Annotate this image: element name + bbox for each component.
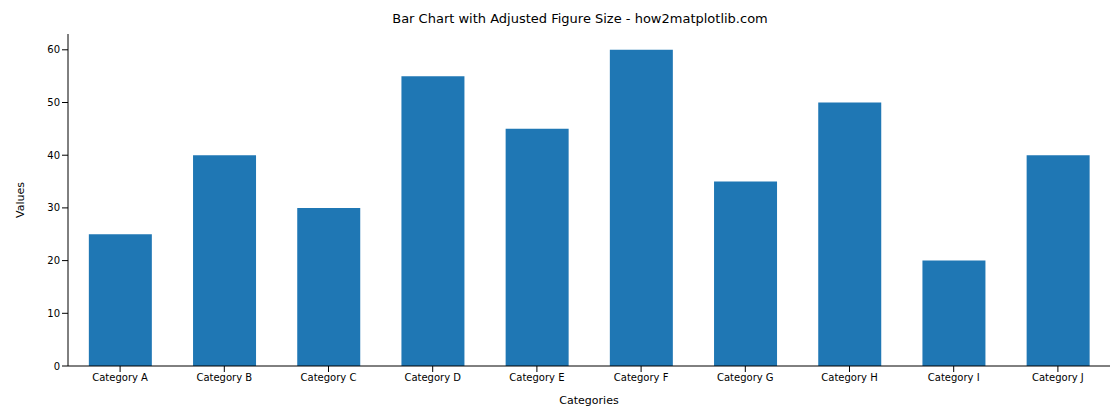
svg-text:40: 40 xyxy=(47,150,60,161)
svg-text:Category F: Category F xyxy=(614,372,669,383)
svg-text:10: 10 xyxy=(47,308,60,319)
svg-text:60: 60 xyxy=(47,44,60,55)
svg-text:Values: Values xyxy=(14,182,27,218)
svg-text:Category I: Category I xyxy=(928,372,980,383)
svg-text:20: 20 xyxy=(47,255,60,266)
svg-text:Category H: Category H xyxy=(821,372,877,383)
svg-text:Category B: Category B xyxy=(196,372,252,383)
svg-text:Categories: Categories xyxy=(559,394,619,407)
html-text:Bar Chart with Adjusted Figure: Bar Chart with Adjusted Figure Size - ho… xyxy=(392,11,768,26)
svg-text:0: 0 xyxy=(54,361,60,372)
svg-text:Category J: Category J xyxy=(1032,372,1084,383)
svg-text:Category C: Category C xyxy=(301,372,357,383)
svg-text:50: 50 xyxy=(47,97,60,108)
svg-text:Category D: Category D xyxy=(404,372,461,383)
svg-text:Category E: Category E xyxy=(509,372,564,383)
svg-text:Category A: Category A xyxy=(92,372,148,383)
svg-text:Category G: Category G xyxy=(717,372,774,383)
svg-text:30: 30 xyxy=(47,202,60,213)
